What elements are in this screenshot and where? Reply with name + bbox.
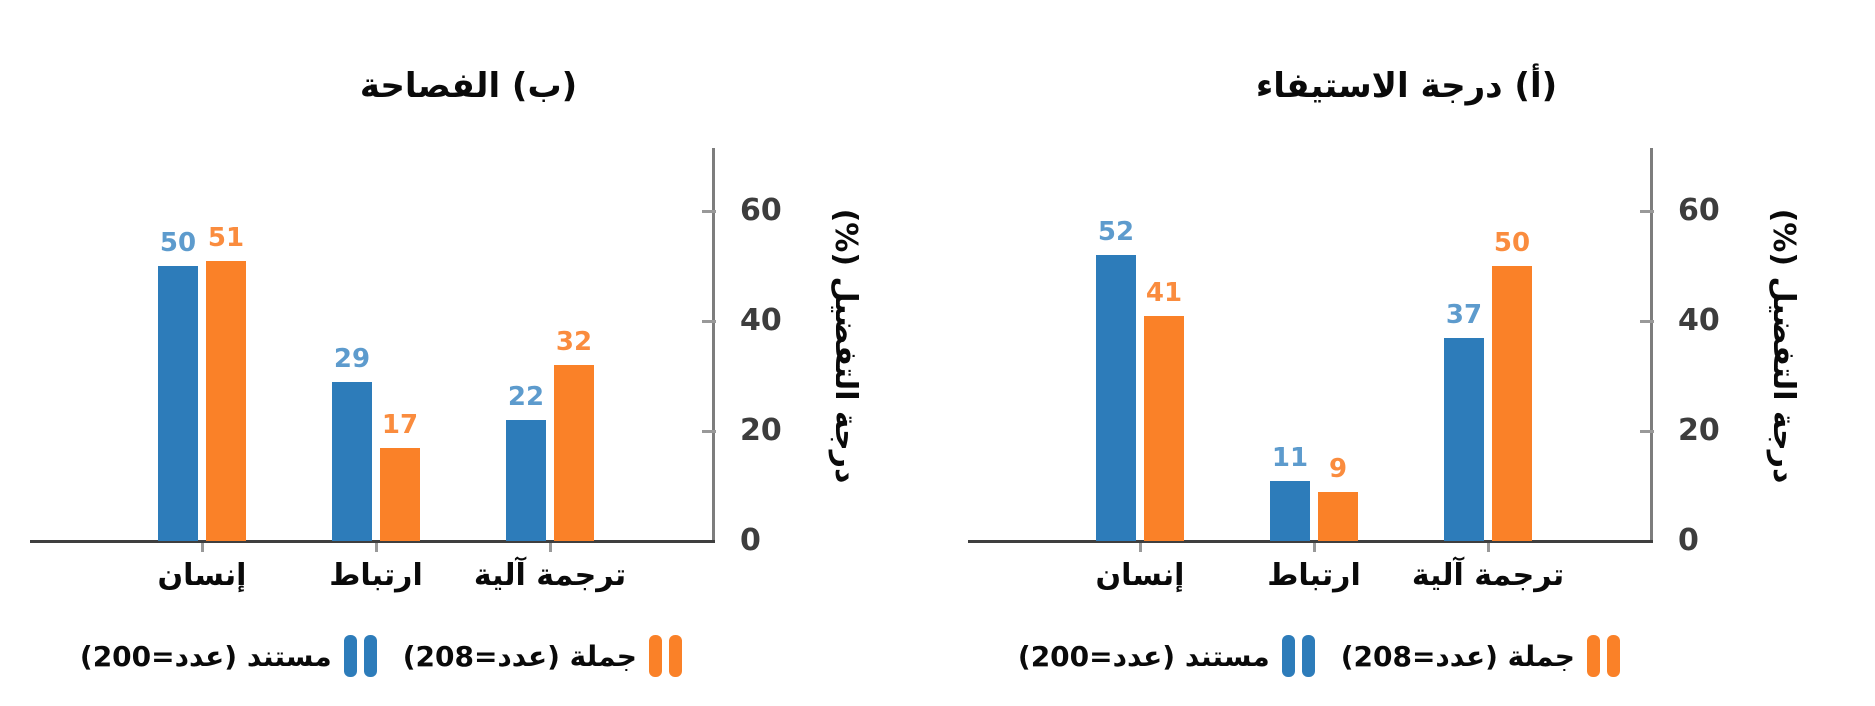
legend-item-sentence: جملة (عدد=208) bbox=[403, 635, 682, 677]
y-axis-title: درجة التفضيل (%) bbox=[828, 208, 863, 484]
bar-document-tie bbox=[1270, 480, 1310, 541]
value-label-document-tie: 29 bbox=[333, 343, 371, 374]
chart-title: (ب) الفصاحة bbox=[359, 66, 578, 106]
x-tick bbox=[1139, 543, 1142, 552]
bar-sentence-mt bbox=[554, 365, 594, 541]
y-tick bbox=[1640, 320, 1654, 323]
value-label-document-mt: 22 bbox=[507, 382, 545, 412]
bar-sentence-human bbox=[1144, 315, 1184, 541]
y-tick bbox=[1640, 210, 1654, 213]
y-axis-line bbox=[1650, 148, 1653, 543]
legend-swatch-document-icon bbox=[343, 635, 377, 677]
value-label-document-human: 50 bbox=[159, 228, 197, 258]
plot-area: 60 40 20 0 50 51 29 17 22 32 bbox=[0, 0, 937, 558]
value-label-sentence-human: 51 bbox=[207, 222, 245, 253]
bar-document-human bbox=[158, 266, 198, 541]
value-label-sentence-tie: 17 bbox=[381, 409, 419, 440]
x-tick bbox=[375, 543, 378, 552]
value-label-document-human: 52 bbox=[1097, 217, 1135, 247]
x-tick bbox=[549, 543, 552, 552]
legend-item-document: مستند (عدد=200) bbox=[1018, 635, 1315, 677]
y-tick bbox=[1640, 430, 1654, 433]
value-label-sentence-human: 41 bbox=[1145, 277, 1183, 308]
chart-title: (أ) درجة الاستيفاء bbox=[1255, 66, 1558, 106]
chart-panel-adequacy: (أ) درجة الاستيفاء 60 40 20 0 52 41 11 9… bbox=[938, 0, 1875, 706]
y-axis-title: درجة التفضيل (%) bbox=[1766, 208, 1801, 484]
y-tick bbox=[702, 210, 716, 213]
x-label-mt: ترجمة آلية bbox=[1411, 558, 1565, 593]
value-label-sentence-mt: 32 bbox=[555, 327, 593, 357]
bar-sentence-human bbox=[206, 260, 246, 541]
legend-label-sentence: جملة (عدد=208) bbox=[1340, 639, 1575, 673]
legend-swatch-sentence-icon bbox=[1587, 635, 1620, 677]
legend-label-document: مستند (عدد=200) bbox=[1017, 639, 1270, 673]
y-tick-label: 60 bbox=[1678, 193, 1720, 228]
legend-item-document: مستند (عدد=200) bbox=[80, 635, 377, 677]
plot-area: 60 40 20 0 52 41 11 9 37 50 bbox=[938, 0, 1875, 558]
x-axis-line bbox=[968, 540, 1653, 543]
legend: جملة (عدد=208) مستند (عدد=200) bbox=[80, 630, 682, 682]
x-tick bbox=[201, 543, 204, 552]
bar-sentence-tie bbox=[380, 447, 420, 541]
y-tick-label: 0 bbox=[1678, 523, 1699, 558]
legend-label-document: مستند (عدد=200) bbox=[79, 639, 332, 673]
x-tick bbox=[1487, 543, 1490, 552]
y-tick-label: 40 bbox=[740, 303, 782, 338]
legend-label-sentence: جملة (عدد=208) bbox=[402, 639, 637, 673]
value-label-sentence-mt: 50 bbox=[1493, 228, 1531, 258]
bar-document-mt bbox=[1444, 337, 1484, 541]
legend-swatch-document-icon bbox=[1281, 635, 1315, 677]
bar-sentence-mt bbox=[1492, 266, 1532, 541]
y-axis-line bbox=[712, 148, 715, 543]
bar-sentence-tie bbox=[1318, 491, 1358, 541]
y-tick bbox=[702, 320, 716, 323]
x-label-tie: ارتباط bbox=[329, 558, 423, 593]
legend: جملة (عدد=208) مستند (عدد=200) bbox=[1018, 630, 1620, 682]
value-label-document-tie: 11 bbox=[1271, 442, 1309, 473]
value-label-document-mt: 37 bbox=[1445, 299, 1483, 330]
x-label-tie: ارتباط bbox=[1267, 558, 1361, 593]
y-tick-label: 20 bbox=[740, 413, 782, 448]
y-tick-label: 40 bbox=[1678, 303, 1720, 338]
bar-document-tie bbox=[332, 381, 372, 541]
bar-document-human bbox=[1096, 255, 1136, 541]
x-label-human: إنسان bbox=[1095, 558, 1185, 593]
x-axis-line bbox=[30, 540, 715, 543]
y-tick-label: 60 bbox=[740, 193, 782, 228]
legend-item-sentence: جملة (عدد=208) bbox=[1341, 635, 1620, 677]
value-label-sentence-tie: 9 bbox=[1328, 453, 1348, 484]
legend-swatch-sentence-icon bbox=[649, 635, 682, 677]
chart-panel-fluency: (ب) الفصاحة 60 40 20 0 50 51 29 17 22 32 bbox=[0, 0, 937, 706]
y-tick bbox=[702, 430, 716, 433]
x-label-human: إنسان bbox=[157, 558, 247, 593]
y-tick-label: 0 bbox=[740, 523, 761, 558]
x-label-mt: ترجمة آلية bbox=[473, 558, 627, 593]
x-tick bbox=[1313, 543, 1316, 552]
y-tick-label: 20 bbox=[1678, 413, 1720, 448]
bar-document-mt bbox=[506, 420, 546, 541]
